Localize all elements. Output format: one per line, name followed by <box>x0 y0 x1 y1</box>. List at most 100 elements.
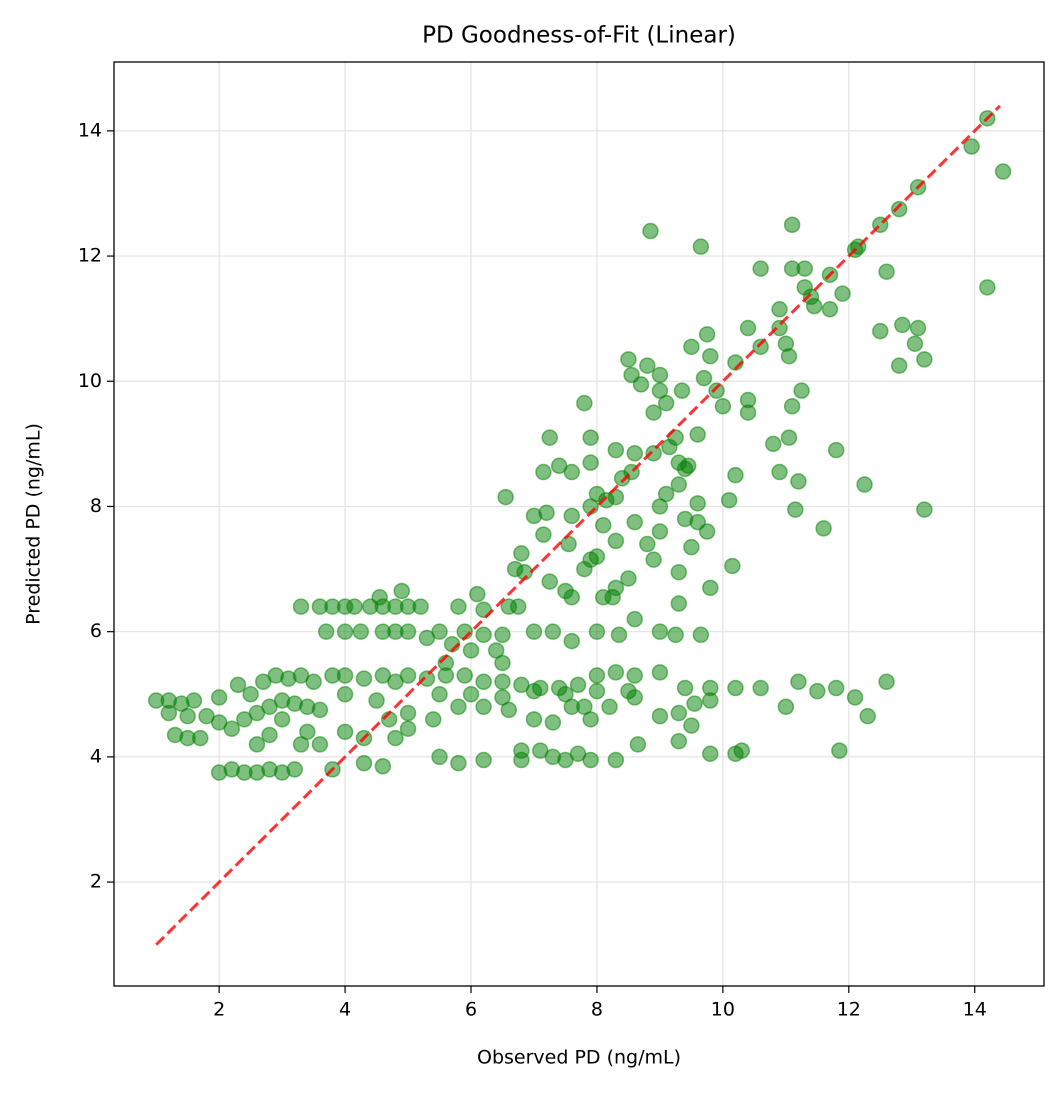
point <box>673 382 691 399</box>
point <box>311 701 329 719</box>
point <box>780 429 798 446</box>
x-tick-label: 12 <box>837 999 861 1021</box>
point <box>846 689 864 706</box>
point <box>670 595 688 612</box>
point <box>805 297 823 315</box>
point <box>286 761 303 778</box>
point <box>783 216 801 234</box>
point <box>346 598 363 615</box>
point <box>475 626 492 644</box>
point <box>733 742 751 759</box>
point <box>676 460 694 478</box>
point <box>544 714 562 731</box>
point <box>418 629 436 647</box>
y-tick-label: 8 <box>90 495 102 517</box>
point <box>431 748 448 766</box>
y-tick-label: 4 <box>90 745 102 767</box>
point <box>689 495 706 512</box>
point <box>642 222 659 240</box>
point <box>450 598 467 615</box>
point <box>371 588 388 606</box>
point <box>538 504 555 521</box>
y-tick-label: 2 <box>90 871 102 893</box>
point <box>544 623 562 640</box>
point <box>727 679 744 697</box>
point <box>352 623 370 640</box>
point <box>497 488 514 506</box>
point <box>588 623 606 640</box>
point <box>780 347 798 365</box>
chart-title: PD Goodness-of-Fit (Linear) <box>422 23 736 49</box>
point <box>229 676 247 694</box>
point <box>223 720 240 737</box>
point <box>752 679 769 697</box>
point <box>963 138 980 155</box>
point <box>563 588 581 606</box>
point <box>890 357 908 374</box>
point <box>620 351 637 368</box>
point <box>588 667 606 684</box>
point <box>683 717 700 734</box>
point <box>815 520 832 537</box>
point <box>771 319 788 337</box>
point <box>607 532 625 550</box>
point <box>698 326 716 343</box>
point <box>541 573 558 590</box>
point <box>242 686 259 703</box>
point <box>399 720 417 737</box>
point <box>821 301 839 318</box>
point <box>916 501 933 518</box>
point <box>462 686 480 703</box>
y-tick-label: 14 <box>78 119 102 141</box>
point <box>582 429 599 446</box>
point <box>437 667 455 684</box>
point <box>399 704 417 722</box>
y-tick-label: 12 <box>78 245 102 267</box>
point <box>695 369 713 387</box>
point <box>582 454 599 471</box>
point <box>594 588 612 606</box>
point <box>248 736 266 753</box>
x-tick-label: 2 <box>213 999 225 1021</box>
point <box>752 260 769 277</box>
point <box>576 698 593 716</box>
point <box>702 579 719 597</box>
point <box>856 476 873 493</box>
point <box>670 732 688 750</box>
point <box>317 623 335 640</box>
point <box>607 441 625 459</box>
x-tick-label: 14 <box>963 999 987 1021</box>
point <box>456 667 473 684</box>
point <box>541 429 558 446</box>
point <box>827 679 845 697</box>
point <box>582 751 599 769</box>
point <box>645 404 662 421</box>
point <box>783 398 801 415</box>
point <box>909 319 927 337</box>
point <box>626 513 643 531</box>
point <box>639 535 656 553</box>
point <box>192 729 209 747</box>
point <box>752 338 769 356</box>
x-tick-label: 8 <box>591 999 603 1021</box>
point <box>629 736 647 753</box>
x-tick-label: 10 <box>711 999 735 1021</box>
point <box>610 626 628 644</box>
point <box>626 445 643 462</box>
point <box>494 626 511 644</box>
point <box>676 679 694 697</box>
point <box>831 742 848 759</box>
point <box>667 626 684 644</box>
point <box>651 664 669 681</box>
point <box>179 707 196 725</box>
point <box>890 200 908 218</box>
point <box>368 692 385 709</box>
point <box>424 711 442 728</box>
point <box>683 338 700 356</box>
point <box>739 319 757 337</box>
point <box>560 535 577 553</box>
point <box>872 322 889 340</box>
point <box>601 698 618 716</box>
point <box>626 667 643 684</box>
identity-line <box>155 104 1001 946</box>
